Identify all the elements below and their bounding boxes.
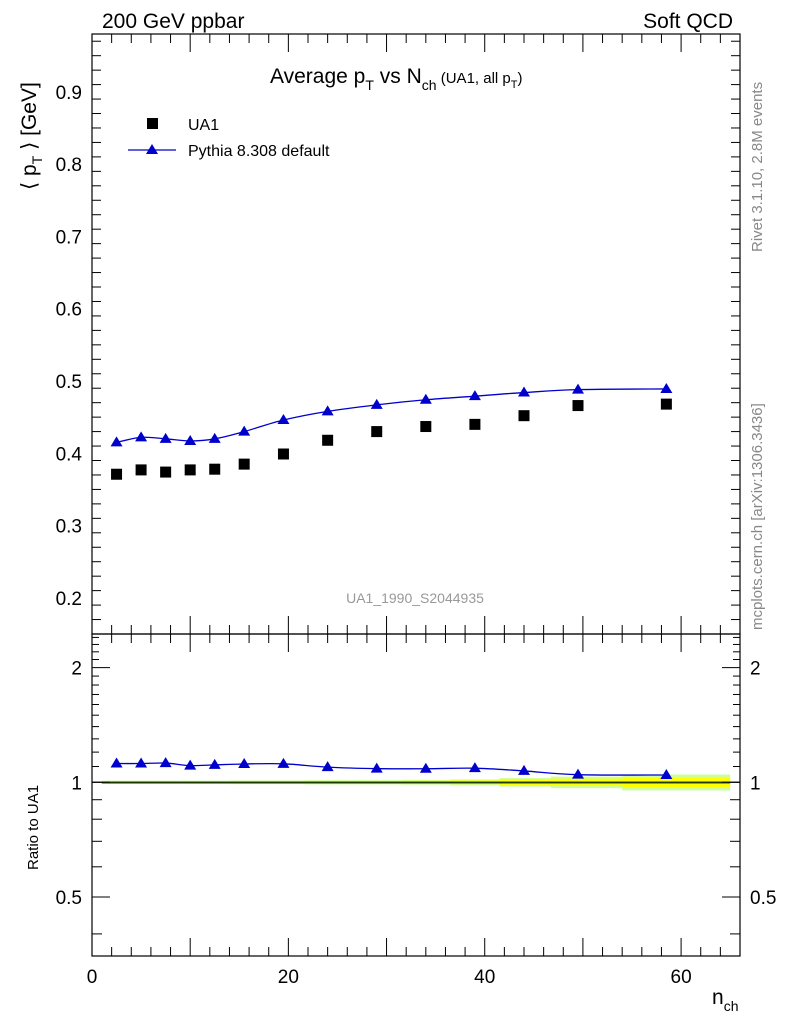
ua1-data-point <box>238 458 250 470</box>
ratio-point <box>518 764 530 775</box>
x-tick-label: 60 <box>671 967 692 988</box>
mcplots-label: mcplots.cern.ch [arXiv:1306.3436] <box>749 403 766 630</box>
ratio-point <box>238 757 251 768</box>
ratio-y-tick-label: 1 <box>71 773 82 794</box>
pythia-point <box>419 393 432 404</box>
ua1-data-point <box>420 421 432 433</box>
main-y-tick-label: 0.8 <box>56 155 82 176</box>
title-small-sub: T <box>511 79 518 91</box>
title-main: Average p <box>270 65 365 88</box>
ylabel-close: ⟩ [GeV] <box>18 82 41 156</box>
title-mid: vs N <box>374 65 422 88</box>
pythia-point <box>277 414 290 425</box>
ua1-data-point <box>111 468 123 480</box>
ratio-curve <box>116 762 667 776</box>
chart-title: Average pT vs Nch (UA1, all pT) <box>270 65 523 93</box>
title-sub-t: T <box>365 77 374 93</box>
pythia-point <box>572 383 584 394</box>
ua1-data-point <box>469 418 481 430</box>
pythia-point <box>321 405 334 416</box>
xlabel-sub: ch <box>724 998 739 1014</box>
ratio-point <box>135 757 148 768</box>
axes: 0.2 0.3 0.4 0.5 0.6 0.7 0.8 0.9 0 20 40 60 0.5 0.5 1 1 2… <box>56 34 776 988</box>
ratio-point <box>184 759 197 770</box>
ua1-data-point <box>572 400 584 412</box>
ua1-data-point <box>371 426 383 438</box>
x-tick-label: 0 <box>87 967 98 988</box>
main-y-tick-label: 0.6 <box>56 300 82 321</box>
legend-label-ua1: UA1 <box>188 117 219 134</box>
ratio-y-tick-label-right: 2 <box>750 659 761 680</box>
ratio-point <box>208 758 221 769</box>
legend-marker-ua1 <box>147 118 158 129</box>
title-sub-ch: ch <box>422 77 437 93</box>
ratio-point <box>419 762 432 773</box>
ratio-point <box>321 761 334 772</box>
legend-label-pythia: Pythia 8.308 default <box>188 143 330 160</box>
pythia-point <box>660 382 673 393</box>
title-small: (UA1, all p <box>437 70 511 87</box>
analysis-watermark: UA1_1990_S2044935 <box>346 590 484 606</box>
pythia-point <box>159 432 172 443</box>
ratio-point <box>110 757 123 768</box>
ratio-point <box>370 762 383 773</box>
rivet-label: Rivet 3.1.10, 2.8M events <box>749 82 766 252</box>
pythia-point <box>370 398 383 409</box>
energy-label: 200 GeV ppbar <box>102 10 244 33</box>
ratio-y-axis-label: Ratio to UA1 <box>25 785 42 870</box>
ratio-point <box>572 768 584 779</box>
main-y-tick-label: 0.3 <box>56 517 82 538</box>
main-y-tick-label: 0.7 <box>56 227 82 248</box>
pythia-point <box>184 434 197 445</box>
x-tick-label: 40 <box>474 967 495 988</box>
x-axis-label: nch <box>712 986 738 1014</box>
ratio-point <box>159 757 172 768</box>
ratio-y-tick-label: 2 <box>71 659 82 680</box>
main-y-tick-label: 0.9 <box>56 83 82 104</box>
pythia-point <box>208 432 221 443</box>
x-tick-label: 20 <box>278 967 299 988</box>
ua1-data-point <box>209 463 221 475</box>
pythia-point <box>518 386 530 397</box>
ratio-panel <box>92 774 740 791</box>
ua1-data-point <box>518 410 530 422</box>
ratio-frame <box>91 633 741 957</box>
ylabel-sub: T <box>29 155 45 164</box>
title-small-close: ) <box>518 70 523 87</box>
pythia-point <box>238 425 251 436</box>
category-label: Soft QCD <box>643 10 733 33</box>
pythia-point <box>110 436 123 447</box>
ua1-data-point <box>160 466 172 478</box>
legend-marker-pythia <box>146 144 158 154</box>
ua1-data-point <box>277 448 289 460</box>
main-y-tick-label: 0.2 <box>56 589 82 610</box>
main-y-tick-label: 0.5 <box>56 372 82 393</box>
pythia-point <box>135 431 148 442</box>
xlabel-main: n <box>712 986 724 1009</box>
ratio-y-tick-label-right: 1 <box>750 773 761 794</box>
ratio-point <box>277 757 290 768</box>
pythia-curve <box>116 388 667 444</box>
ua1-data-point <box>322 434 334 446</box>
ratio-point <box>468 762 481 773</box>
legend: UA1 Pythia 8.308 default <box>128 117 330 160</box>
ua1-data-point <box>184 464 196 476</box>
ratio-series <box>110 757 673 779</box>
main-series <box>110 382 673 480</box>
main-y-tick-label: 0.4 <box>56 444 83 465</box>
ratio-point <box>660 768 673 779</box>
ratio-y-tick-label-right: 0.5 <box>750 888 776 909</box>
pythia-point <box>468 390 481 401</box>
ua1-data-point <box>660 398 672 410</box>
main-y-axis-label: ⟨ pT ⟩ [GeV] <box>18 82 45 190</box>
ua1-data-point <box>135 464 147 476</box>
ylabel-open: ⟨ p <box>18 164 41 190</box>
ratio-y-tick-label: 0.5 <box>56 888 82 909</box>
